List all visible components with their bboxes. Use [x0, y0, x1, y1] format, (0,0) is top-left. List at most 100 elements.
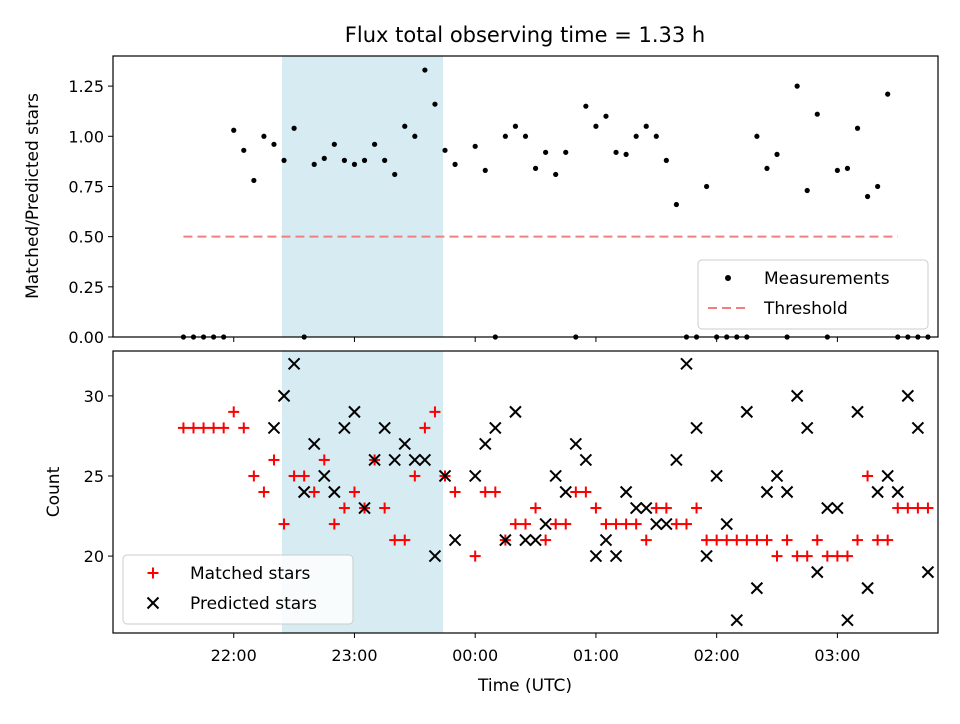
- measurement-point: [593, 123, 599, 129]
- measurement-point: [512, 123, 519, 129]
- x-stroke-b: [811, 565, 824, 579]
- matched-star-point: [338, 502, 350, 514]
- x-stroke-b: [519, 533, 532, 547]
- x-stroke-b: [730, 613, 743, 627]
- bottom-plot-frame: [112, 350, 939, 634]
- predicted-star-point: [770, 469, 784, 483]
- predicted-stars-points: [267, 357, 935, 627]
- measurement-point: [432, 101, 438, 107]
- matched-star-point: [660, 502, 672, 514]
- legend-measurements-marker: [725, 275, 731, 281]
- measurement-point: [231, 127, 237, 133]
- predicted-star-point: [619, 485, 633, 499]
- matched-star-point: [509, 518, 521, 530]
- x-stroke-b: [629, 501, 643, 515]
- measurement-point: [281, 157, 287, 163]
- measurement-point: [392, 171, 398, 178]
- x-stroke-b: [589, 549, 603, 563]
- x-stroke-b: [831, 501, 844, 515]
- top-y-tick-label: 0.75: [68, 177, 104, 196]
- top-legend-box: [697, 259, 929, 330]
- matched-star-point: [520, 518, 531, 530]
- measurement-point: [613, 149, 619, 155]
- x-stroke-b: [267, 421, 281, 435]
- predicted-star-point: [499, 533, 512, 547]
- matched-star-point: [550, 518, 562, 530]
- chart-title: Flux total observing time = 1.33 h: [345, 23, 705, 47]
- predicted-star-point: [479, 437, 492, 451]
- predicted-star-point: [418, 453, 432, 467]
- matched-star-point: [751, 534, 763, 546]
- matched-star-point: [479, 486, 491, 498]
- matched-star-point: [701, 534, 713, 546]
- matched-star-point: [620, 518, 632, 530]
- x-stroke-b: [297, 485, 311, 499]
- matched-star-point: [328, 518, 340, 530]
- matched-star-point: [570, 486, 582, 498]
- measurement-point: [794, 83, 800, 89]
- x-stroke-b: [720, 517, 733, 531]
- measurement-point: [764, 165, 770, 171]
- measurement-point: [422, 67, 428, 73]
- predicted-star-point: [821, 501, 834, 515]
- x-stroke-b: [780, 485, 794, 499]
- top-y-tick-label: 1.00: [68, 127, 104, 146]
- matched-star-point: [399, 534, 411, 546]
- top-y-axis-ticks: 0.00 0.25 0.50 0.75 1.00 1.25: [68, 77, 113, 347]
- measurement-point: [754, 133, 760, 139]
- bottom-y-tick-label: 30: [84, 387, 104, 406]
- predicted-star-point: [700, 549, 713, 563]
- measurement-point: [502, 133, 508, 139]
- predicted-star-point: [338, 421, 351, 435]
- matched-star-point: [208, 422, 220, 434]
- predicted-star-point: [629, 501, 643, 515]
- measurement-point: [341, 157, 348, 163]
- matched-star-point: [530, 502, 542, 514]
- matched-star-point: [630, 518, 642, 530]
- measurement-point: [402, 123, 408, 129]
- x-stroke-b: [549, 469, 562, 483]
- measurement-point: [703, 183, 710, 190]
- bottom-y-tick-label: 20: [84, 547, 104, 566]
- bottom-y-tick-label: 25: [84, 467, 104, 486]
- matched-star-point: [711, 534, 723, 546]
- matched-star-point: [841, 550, 853, 562]
- measurement-point: [804, 187, 810, 194]
- measurement-point: [844, 165, 851, 171]
- predicted-star-point: [318, 469, 331, 483]
- measurement-point: [452, 161, 458, 167]
- matched-star-point: [731, 534, 743, 546]
- predicted-star-point: [780, 485, 794, 499]
- matched-star-point: [469, 550, 481, 562]
- matched-star-point: [892, 502, 904, 514]
- matched-star-point: [379, 502, 391, 514]
- measurement-point: [885, 91, 891, 97]
- x-stroke-b: [911, 421, 925, 435]
- x-stroke-b: [338, 421, 351, 435]
- predicted-star-point: [740, 405, 754, 419]
- matched-star-point: [449, 486, 461, 498]
- predicted-star-point: [680, 357, 693, 371]
- legend-threshold-label: Threshold: [763, 299, 848, 319]
- predicted-star-point: [489, 421, 502, 435]
- predicted-star-point: [368, 453, 381, 467]
- measurement-point: [482, 167, 488, 174]
- x-stroke-b: [529, 533, 542, 547]
- measurement-point: [643, 123, 649, 129]
- bottom-y-axis-label: Count: [44, 466, 64, 517]
- predicted-star-point: [750, 581, 764, 595]
- predicted-star-point: [539, 517, 552, 531]
- matched-star-point: [540, 534, 552, 546]
- x-stroke-b: [318, 469, 331, 483]
- x-stroke-b: [398, 437, 411, 451]
- x-stroke-b: [760, 485, 774, 499]
- matched-star-point: [308, 486, 320, 498]
- matched-star-point: [600, 518, 612, 530]
- measurement-point: [653, 133, 659, 139]
- x-stroke-b: [801, 421, 814, 435]
- matched-star-point: [882, 534, 894, 546]
- matched-star-point: [691, 502, 703, 514]
- predicted-star-point: [710, 469, 723, 483]
- measurement-point: [311, 161, 317, 167]
